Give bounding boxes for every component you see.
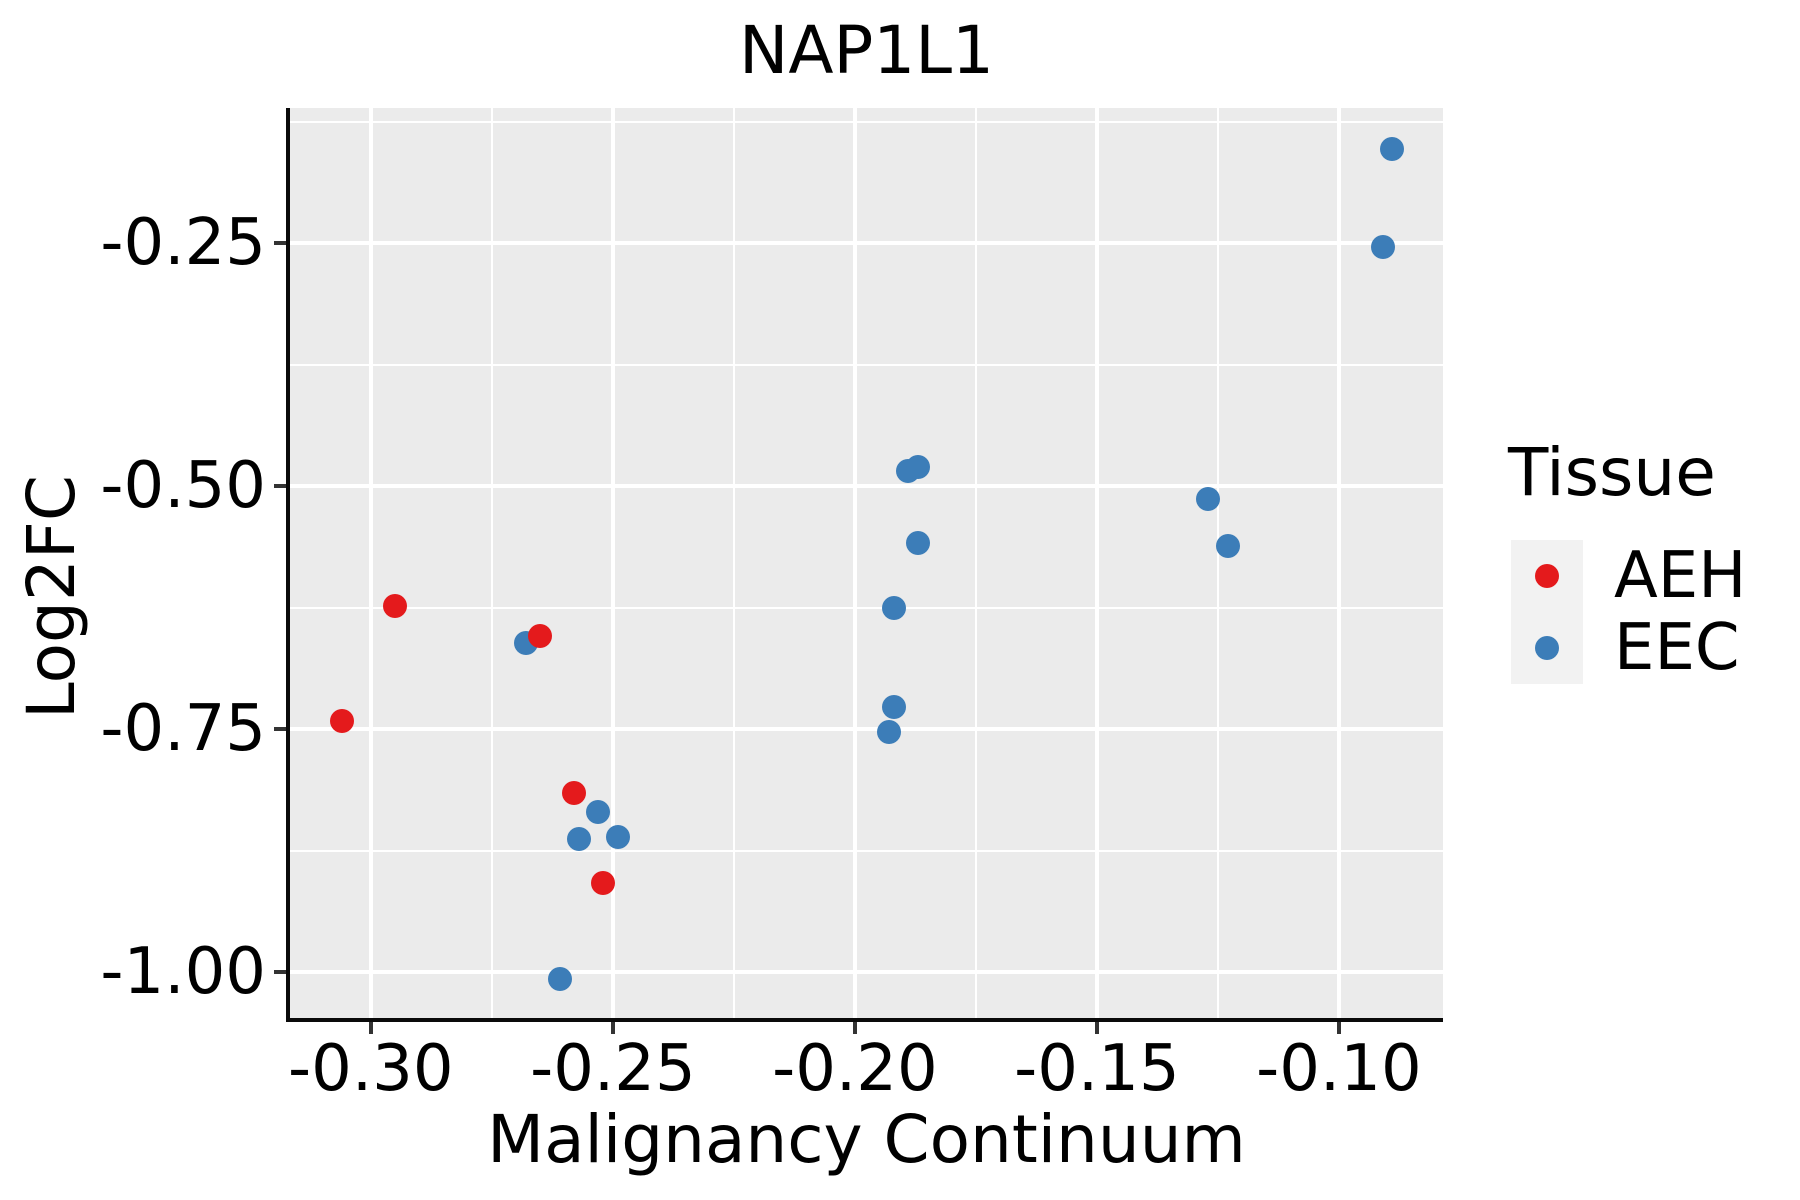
- x-tick-label: -0.10: [1256, 1032, 1422, 1106]
- y-tick-mark: [274, 241, 286, 245]
- x-tick-label: -0.30: [288, 1032, 454, 1106]
- x-tick-mark: [1336, 1022, 1341, 1034]
- data-point-eec: [1370, 234, 1395, 259]
- x-major-gridline: [1094, 108, 1099, 1022]
- plot-panel: [290, 108, 1443, 1022]
- data-point-aeh: [528, 623, 553, 648]
- y-axis-line: [286, 108, 290, 1022]
- x-tick-mark: [852, 1022, 857, 1034]
- y-axis-title: Log2FC: [13, 475, 90, 719]
- data-point-eec: [1196, 486, 1221, 511]
- data-point-eec: [1380, 136, 1405, 161]
- aeh-point-icon: [1535, 564, 1559, 588]
- x-axis-title: Malignancy Continuum: [487, 1101, 1246, 1178]
- legend-label-aeh: AEH: [1614, 539, 1747, 613]
- y-minor-gridline: [290, 606, 1443, 609]
- legend: Tissue AEH EEC: [1508, 434, 1746, 684]
- legend-entry-aeh: AEH: [1508, 540, 1746, 612]
- data-point-eec: [605, 825, 630, 849]
- legend-label-eec: EEC: [1614, 611, 1740, 685]
- y-tick-mark: [274, 484, 286, 489]
- data-point-eec: [586, 799, 611, 824]
- y-major-gridline: [290, 241, 1443, 245]
- x-major-gridline: [610, 108, 615, 1022]
- data-point-eec: [876, 720, 901, 744]
- y-major-gridline: [290, 727, 1443, 732]
- data-point-eec: [567, 826, 591, 851]
- y-major-gridline: [290, 970, 1443, 975]
- eec-point-icon: [1535, 636, 1559, 660]
- data-point-eec: [547, 966, 572, 991]
- data-point-eec: [1215, 534, 1240, 559]
- y-tick-mark: [274, 970, 286, 975]
- legend-title: Tissue: [1508, 434, 1716, 511]
- data-point-aeh: [591, 870, 616, 895]
- y-tick-mark: [274, 727, 286, 732]
- x-minor-gridline: [732, 108, 735, 1022]
- x-tick-mark: [368, 1022, 373, 1034]
- x-minor-gridline: [490, 108, 493, 1022]
- y-minor-gridline: [290, 120, 1443, 123]
- x-tick-label: -0.20: [772, 1032, 938, 1106]
- data-point-eec: [881, 694, 906, 719]
- legend-key-aeh: [1511, 540, 1583, 612]
- y-minor-gridline: [290, 849, 1443, 852]
- plot-title: NAP1L1: [738, 12, 995, 89]
- data-point-eec: [905, 454, 930, 479]
- x-tick-label: -0.25: [530, 1032, 696, 1106]
- x-major-gridline: [368, 108, 373, 1022]
- x-major-gridline: [1336, 108, 1341, 1022]
- y-tick-label: -0.50: [100, 449, 266, 524]
- data-point-aeh: [383, 593, 407, 618]
- x-minor-gridline: [1216, 108, 1219, 1022]
- x-tick-label: -0.15: [1014, 1032, 1180, 1106]
- x-axis-line: [286, 1018, 1443, 1022]
- legend-entry-eec: EEC: [1508, 612, 1740, 684]
- x-major-gridline: [852, 108, 857, 1022]
- y-tick-label: -0.75: [100, 692, 266, 767]
- y-minor-gridline: [290, 363, 1443, 366]
- y-tick-label: -0.25: [100, 206, 266, 280]
- data-point-eec: [905, 531, 930, 556]
- x-minor-gridline: [974, 108, 977, 1022]
- y-major-gridline: [290, 484, 1443, 489]
- legend-key-eec: [1511, 612, 1583, 684]
- data-point-aeh: [562, 781, 587, 806]
- data-point-eec: [881, 595, 906, 620]
- x-tick-mark: [610, 1022, 615, 1034]
- data-point-aeh: [329, 709, 354, 734]
- x-tick-mark: [1094, 1022, 1099, 1034]
- y-tick-label: -1.00: [100, 935, 266, 1010]
